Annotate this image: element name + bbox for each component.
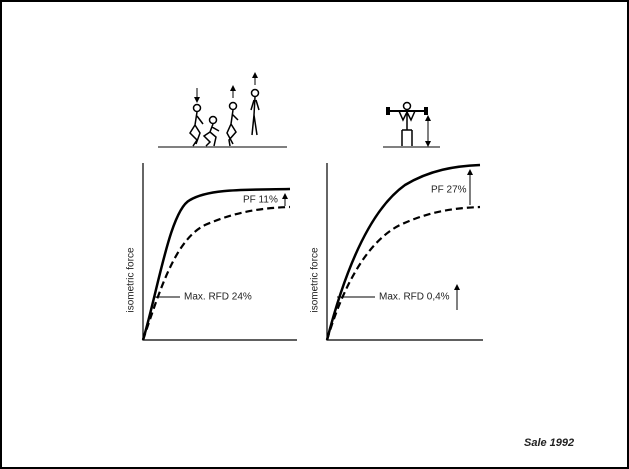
annotation: PF 27% <box>431 185 467 196</box>
y-axis-label: isometric force <box>310 247 321 312</box>
annotation: PF 11% <box>243 195 278 206</box>
citation: Sale 1992 <box>524 437 574 449</box>
slide: PF 11% Max. RFD 24% isometric force PF 2… <box>0 0 629 469</box>
annotation: Max. RFD 0,4% <box>379 292 450 303</box>
annotation: Max. RFD 24% <box>184 292 252 303</box>
slide-border <box>1 1 628 468</box>
y-axis-label: isometric force <box>126 247 137 312</box>
